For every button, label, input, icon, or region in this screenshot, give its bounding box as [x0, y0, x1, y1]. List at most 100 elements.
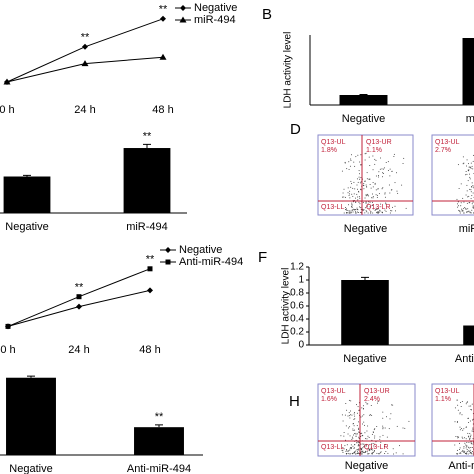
dot — [471, 203, 473, 205]
dot — [456, 420, 458, 422]
dot — [364, 159, 366, 161]
dot — [472, 168, 474, 170]
legend-label: Anti-miR-494 — [179, 256, 243, 268]
dot — [463, 201, 465, 203]
dot — [376, 426, 378, 428]
dot — [354, 188, 356, 190]
plot-frame — [431, 383, 474, 457]
dot — [469, 449, 471, 451]
dot — [369, 414, 371, 416]
dot — [358, 437, 360, 439]
dot — [353, 433, 355, 435]
dot — [369, 206, 371, 208]
dot — [350, 453, 352, 455]
quadrant-label: Q13-LR — [366, 204, 391, 211]
dot — [346, 168, 348, 170]
dot — [402, 427, 404, 429]
dot — [466, 165, 468, 167]
dot — [364, 180, 366, 182]
dot — [472, 160, 474, 162]
dot — [388, 428, 390, 430]
dot — [353, 413, 355, 415]
dot — [460, 401, 462, 403]
dot — [351, 436, 353, 438]
dot — [361, 453, 363, 455]
dot — [392, 404, 394, 406]
dot — [363, 421, 365, 423]
dot — [378, 212, 380, 214]
dot — [345, 212, 347, 214]
dot — [382, 425, 384, 427]
dot — [384, 209, 386, 211]
dot — [457, 409, 459, 411]
dot — [365, 186, 367, 188]
dot — [365, 210, 367, 212]
bar — [341, 280, 389, 345]
dot — [460, 183, 462, 185]
dot — [364, 180, 366, 182]
dot — [374, 428, 376, 430]
dot — [357, 154, 359, 156]
dot — [456, 399, 458, 401]
dot — [356, 193, 358, 195]
dot — [358, 191, 360, 193]
dot — [360, 449, 362, 451]
dot — [472, 428, 474, 430]
dot — [374, 163, 376, 165]
dot — [377, 208, 379, 210]
dot — [356, 209, 358, 211]
dot — [464, 450, 466, 452]
y-tick-label: 1.2 — [290, 262, 304, 273]
dot — [458, 436, 460, 438]
dot — [368, 156, 370, 158]
legend-marker — [165, 259, 171, 265]
quadrant-label: Q13-UL — [321, 139, 346, 146]
dot — [462, 449, 464, 451]
dot — [366, 403, 368, 405]
dot — [354, 429, 356, 431]
dot — [375, 159, 377, 161]
dot — [355, 156, 357, 158]
dot — [349, 197, 351, 199]
dot — [378, 176, 380, 178]
dot — [379, 210, 381, 212]
dot — [362, 208, 364, 210]
dot — [457, 164, 459, 166]
dot — [349, 449, 351, 451]
dot — [358, 201, 360, 203]
dot — [374, 209, 376, 211]
dot — [351, 183, 353, 185]
point — [147, 287, 153, 294]
dot — [392, 206, 394, 208]
dot — [358, 441, 360, 443]
dot — [347, 415, 349, 417]
dot — [464, 437, 466, 439]
dot — [373, 445, 375, 447]
dot — [370, 446, 372, 448]
dot — [467, 450, 469, 452]
dot — [358, 176, 360, 178]
dot — [358, 428, 360, 430]
quadrant-value: 2.4% — [364, 396, 380, 403]
dot — [352, 430, 354, 432]
dot — [364, 153, 366, 155]
dot — [358, 444, 360, 446]
dot — [469, 211, 471, 213]
dot — [472, 438, 474, 440]
dot — [389, 212, 391, 214]
dot — [456, 449, 458, 451]
dot — [471, 186, 473, 188]
dot — [371, 433, 373, 435]
dot — [387, 452, 389, 454]
dot — [382, 187, 384, 189]
dot — [372, 442, 374, 444]
dot — [356, 188, 358, 190]
dot — [345, 425, 347, 427]
dot — [348, 427, 350, 429]
dot — [364, 452, 366, 454]
dot — [343, 432, 345, 434]
dot — [459, 212, 461, 214]
dot — [376, 212, 378, 214]
dot — [365, 443, 367, 445]
dot — [404, 427, 406, 429]
